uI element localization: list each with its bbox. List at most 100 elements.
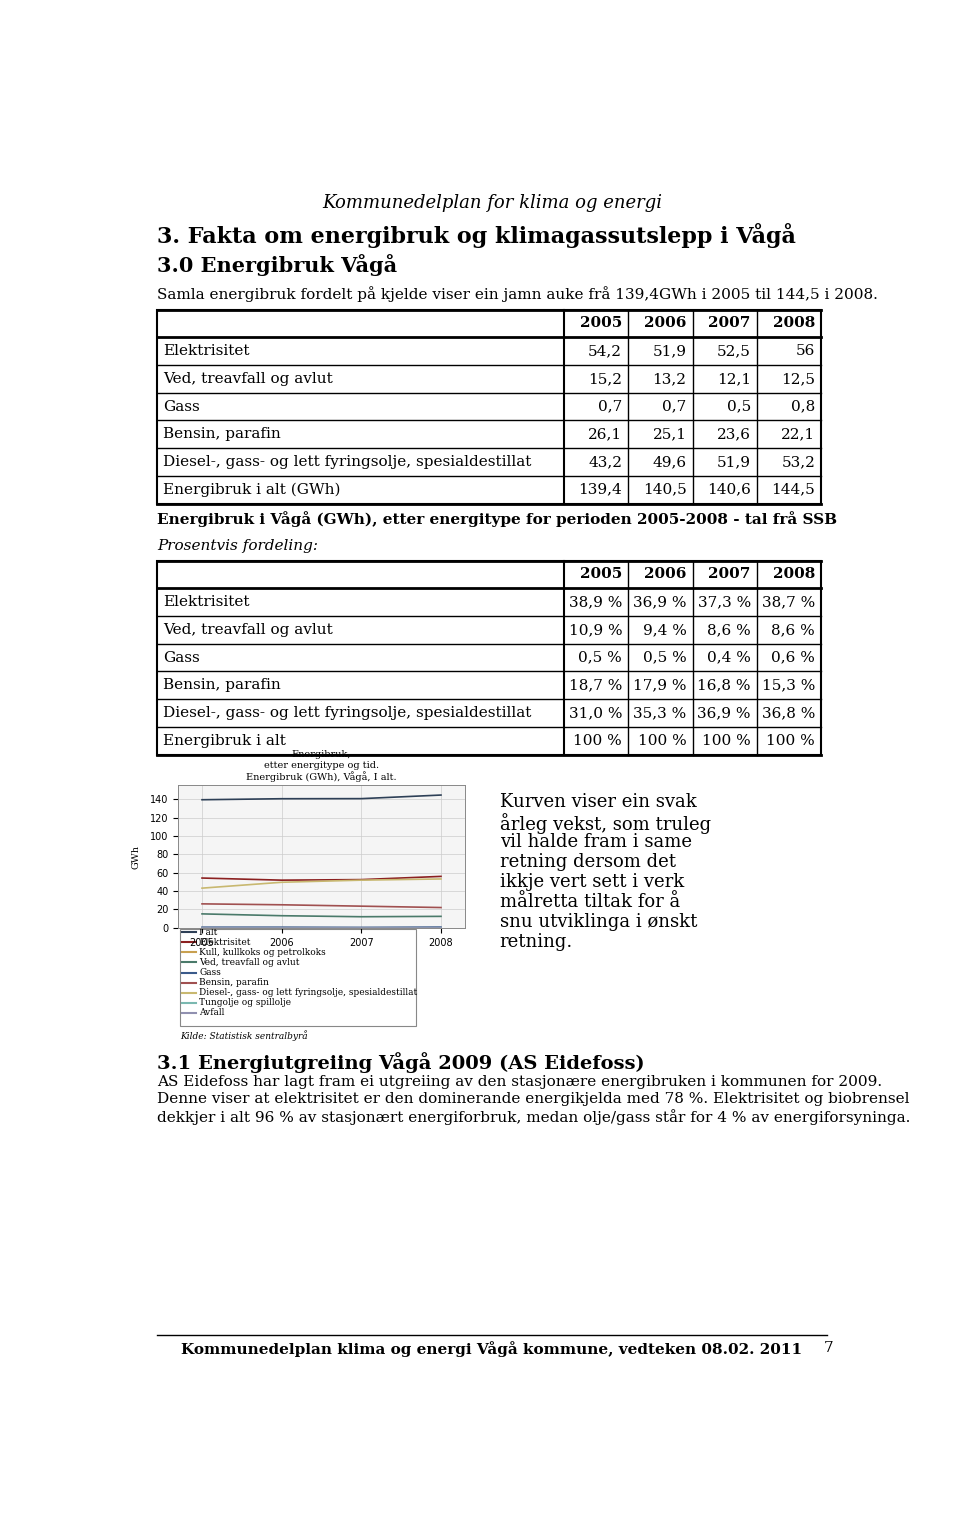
Text: retning.: retning. (500, 933, 573, 952)
Text: 12,5: 12,5 (781, 371, 815, 387)
Text: 0,7: 0,7 (662, 399, 686, 414)
Text: 12,1: 12,1 (717, 371, 751, 387)
Text: Bensin, parafin: Bensin, parafin (199, 978, 269, 987)
Text: 0,8: 0,8 (791, 399, 815, 414)
Text: snu utviklinga i ønskt: snu utviklinga i ønskt (500, 913, 697, 932)
Text: 0,5 %: 0,5 % (579, 650, 622, 665)
Text: Diesel-, gass- og lett fyringsolje, spesialdestillat: Diesel-, gass- og lett fyringsolje, spes… (163, 454, 532, 470)
Text: 8,6 %: 8,6 % (772, 622, 815, 638)
Text: målretta tiltak for å: målretta tiltak for å (500, 893, 680, 912)
Text: ikkje vert sett i verk: ikkje vert sett i verk (500, 873, 684, 892)
Text: 139,4: 139,4 (579, 482, 622, 497)
Text: 2005: 2005 (580, 316, 622, 331)
Text: Elektrisitet: Elektrisitet (199, 938, 251, 947)
Text: 2007: 2007 (708, 316, 751, 331)
Text: 22,1: 22,1 (781, 427, 815, 442)
Text: 31,0 %: 31,0 % (568, 705, 622, 721)
Text: Kurven viser ein svak: Kurven viser ein svak (500, 793, 697, 812)
Text: AS Eidefoss har lagt fram ei utgreiing av den stasjonære energibruken i kommunen: AS Eidefoss har lagt fram ei utgreiing a… (157, 1075, 882, 1089)
Bar (157, 561, 822, 755)
Text: 2007: 2007 (708, 567, 751, 582)
Text: 3. Fakta om energibruk og klimagassutslepp i Vågå: 3. Fakta om energibruk og klimagassutsle… (157, 223, 796, 248)
Text: Avfall: Avfall (199, 1009, 225, 1016)
Text: 2005: 2005 (580, 567, 622, 582)
Text: Diesel-, gass- og lett fyringsolje, spesialdestillat: Diesel-, gass- og lett fyringsolje, spes… (163, 705, 532, 721)
Text: 9,4 %: 9,4 % (642, 622, 686, 638)
Bar (157, 310, 822, 504)
Text: 140,5: 140,5 (643, 482, 686, 497)
Text: Gass: Gass (163, 399, 200, 414)
Text: 0,5 %: 0,5 % (643, 650, 686, 665)
Text: retning dersom det: retning dersom det (500, 853, 676, 872)
Text: 35,3 %: 35,3 % (634, 705, 686, 721)
Text: 36,9 %: 36,9 % (633, 594, 686, 610)
Text: Ved, treavfall og avlut: Ved, treavfall og avlut (163, 371, 333, 387)
Text: Samla energibruk fordelt på kjelde viser ein jamn auke frå 139,4GWh i 2005 til 1: Samla energibruk fordelt på kjelde viser… (157, 286, 878, 302)
Text: 25,1: 25,1 (653, 427, 686, 442)
Text: 38,7 %: 38,7 % (762, 594, 815, 610)
Text: 144,5: 144,5 (772, 482, 815, 497)
Text: 15,3 %: 15,3 % (762, 678, 815, 693)
Text: 0,5: 0,5 (727, 399, 751, 414)
Text: 3.1 Energiutgreiing Vågå 2009 (AS Eidefoss): 3.1 Energiutgreiing Vågå 2009 (AS Eidefo… (157, 1052, 645, 1073)
Text: 56: 56 (796, 343, 815, 359)
Text: Elektrisitet: Elektrisitet (163, 594, 250, 610)
Text: Prosentvis fordeling:: Prosentvis fordeling: (157, 539, 318, 553)
Text: 7: 7 (824, 1341, 833, 1355)
Text: 3.0 Energibruk Vågå: 3.0 Energibruk Vågå (157, 254, 397, 276)
Text: 16,8 %: 16,8 % (697, 678, 751, 693)
Text: 53,2: 53,2 (781, 454, 815, 470)
Text: 2008: 2008 (773, 567, 815, 582)
Text: 100 %: 100 % (573, 733, 622, 748)
Text: Ved, treavfall og avlut: Ved, treavfall og avlut (199, 958, 300, 967)
Text: 140,6: 140,6 (707, 482, 751, 497)
Text: 2006: 2006 (644, 567, 686, 582)
Text: Ved, treavfall og avlut: Ved, treavfall og avlut (163, 622, 333, 638)
Text: Kommunedelplan klima og energi Vågå kommune, vedteken 08.02. 2011: Kommunedelplan klima og energi Vågå komm… (181, 1341, 803, 1357)
Text: 52,5: 52,5 (717, 343, 751, 359)
Text: Gass: Gass (163, 650, 200, 665)
Text: 0,6 %: 0,6 % (771, 650, 815, 665)
Text: 23,6: 23,6 (717, 427, 751, 442)
Text: 13,2: 13,2 (653, 371, 686, 387)
Text: Kull, kullkoks og petrolkoks: Kull, kullkoks og petrolkoks (199, 949, 325, 956)
Text: 2008: 2008 (773, 316, 815, 331)
Text: 8,6 %: 8,6 % (708, 622, 751, 638)
Text: 17,9 %: 17,9 % (633, 678, 686, 693)
Text: 100 %: 100 % (702, 733, 751, 748)
Text: 51,9: 51,9 (653, 343, 686, 359)
Text: 36,9 %: 36,9 % (697, 705, 751, 721)
Text: Gass: Gass (199, 969, 221, 976)
Bar (180, 929, 416, 1026)
Text: 2006: 2006 (644, 316, 686, 331)
Text: Kilde: Statistisk sentralbyrå: Kilde: Statistisk sentralbyrå (180, 1030, 307, 1041)
Text: 100 %: 100 % (766, 733, 815, 748)
Text: Tungolje og spillolje: Tungolje og spillolje (199, 998, 291, 1007)
Text: dekkjer i alt 96 % av stasjonært energiforbruk, medan olje/gass står for 4 % av : dekkjer i alt 96 % av stasjonært energif… (157, 1109, 911, 1124)
Text: 43,2: 43,2 (588, 454, 622, 470)
Text: årleg vekst, som truleg: årleg vekst, som truleg (500, 813, 710, 835)
Text: 18,7 %: 18,7 % (569, 678, 622, 693)
Text: 38,9 %: 38,9 % (569, 594, 622, 610)
Text: 37,3 %: 37,3 % (698, 594, 751, 610)
Text: Diesel-, gass- og lett fyringsolje, spesialdestillat: Diesel-, gass- og lett fyringsolje, spes… (199, 989, 418, 996)
Text: I alt: I alt (199, 929, 217, 936)
Text: 54,2: 54,2 (588, 343, 622, 359)
Text: Energibruk i alt: Energibruk i alt (163, 733, 286, 748)
Text: 36,8 %: 36,8 % (762, 705, 815, 721)
Text: Energibruk,
etter energitype og tid.
Energibruk (GWh), Vågå, I alt.: Energibruk, etter energitype og tid. Ene… (246, 750, 396, 782)
Text: Denne viser at elektrisitet er den dominerande energikjelda med 78 %. Elektrisit: Denne viser at elektrisitet er den domin… (157, 1092, 910, 1106)
Text: 49,6: 49,6 (653, 454, 686, 470)
Text: 100 %: 100 % (637, 733, 686, 748)
Text: 51,9: 51,9 (717, 454, 751, 470)
Text: Energibruk i alt (GWh): Energibruk i alt (GWh) (163, 482, 341, 497)
Text: Elektrisitet: Elektrisitet (163, 343, 250, 359)
Text: 10,9 %: 10,9 % (568, 622, 622, 638)
Text: Kommunedelplan for klima og energi: Kommunedelplan for klima og energi (322, 194, 662, 213)
Text: Bensin, parafin: Bensin, parafin (163, 427, 281, 442)
Text: 0,4 %: 0,4 % (707, 650, 751, 665)
Text: Bensin, parafin: Bensin, parafin (163, 678, 281, 693)
Text: Energibruk i Vågå (GWh), etter energitype for perioden 2005-2008 - tal frå SSB: Energibruk i Vågå (GWh), etter energityp… (157, 511, 837, 527)
Text: 26,1: 26,1 (588, 427, 622, 442)
Text: 15,2: 15,2 (588, 371, 622, 387)
